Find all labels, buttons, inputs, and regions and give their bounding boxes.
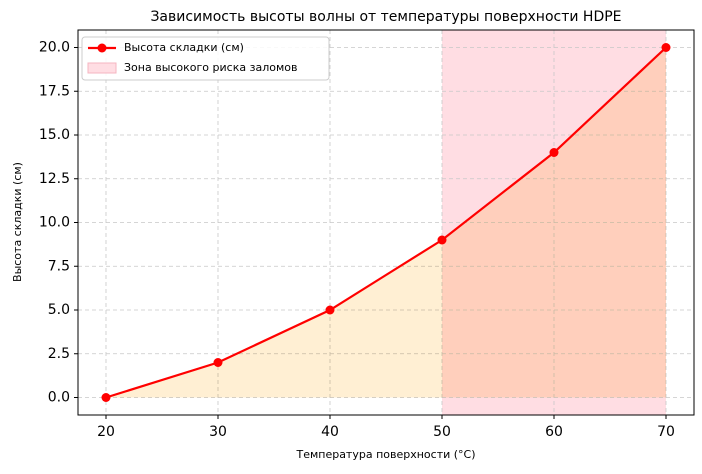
- y-tick-label: 5.0: [48, 302, 70, 318]
- y-tick-label: 2.5: [48, 346, 70, 362]
- data-point: [101, 393, 111, 402]
- y-axis-label: Высота складки (см): [11, 162, 24, 282]
- x-tick-label: 30: [209, 424, 227, 440]
- y-tick-label: 12.5: [39, 171, 70, 187]
- x-tick-label: 70: [657, 424, 675, 440]
- data-point: [549, 148, 559, 157]
- chart-title: Зависимость высоты волны от температуры …: [150, 9, 621, 25]
- x-tick-label: 20: [97, 424, 115, 440]
- legend-swatch: [87, 62, 117, 74]
- legend-box: [81, 36, 330, 81]
- data-point: [661, 43, 671, 52]
- y-tick-label: 20.0: [39, 40, 70, 56]
- area-fill: [106, 47, 666, 398]
- data-point: [213, 358, 223, 367]
- x-tick-label: 40: [321, 424, 339, 440]
- plot-frame: [77, 29, 695, 416]
- y-tick-label: 7.5: [48, 258, 70, 274]
- x-tick-label: 60: [545, 424, 563, 440]
- legend-label: Высота складки (см): [124, 41, 244, 54]
- y-tick-label: 10.0: [39, 215, 70, 231]
- series-line: [105, 46, 667, 399]
- y-tick-label: 15.0: [39, 127, 70, 143]
- data-point: [437, 235, 447, 245]
- x-tick-label: 50: [433, 424, 451, 440]
- y-tick-label: 17.5: [39, 83, 70, 99]
- x-axis-label: Температура поверхности (°C): [295, 448, 475, 461]
- y-tick-label: 0.0: [48, 390, 70, 406]
- legend-label: Зона высокого риска заломов: [124, 61, 297, 74]
- legend-marker: [97, 43, 107, 53]
- data-point: [325, 305, 335, 315]
